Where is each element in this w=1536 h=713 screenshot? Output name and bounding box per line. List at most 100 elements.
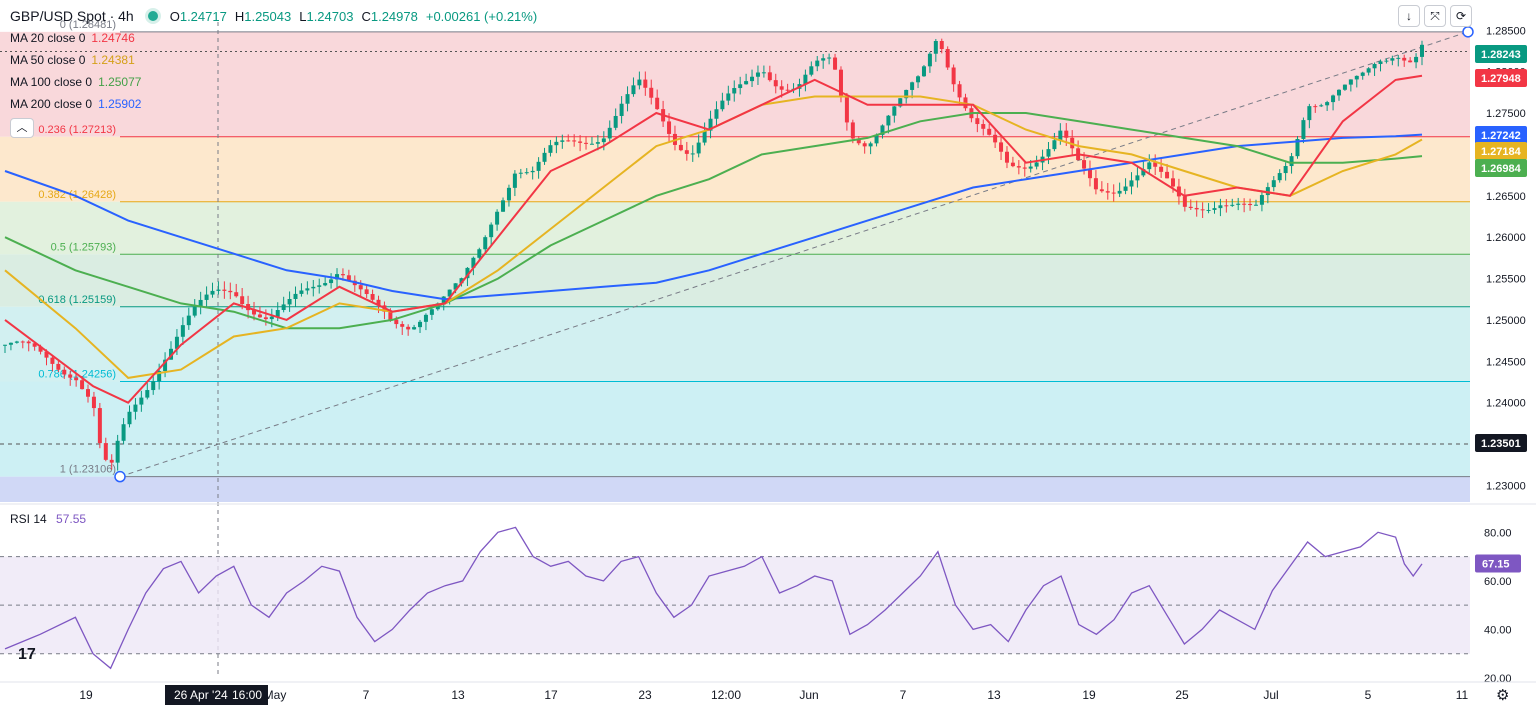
- candle-body: [744, 81, 749, 85]
- candle-body: [827, 57, 832, 59]
- candle-body: [1384, 60, 1389, 62]
- time-tick-label: 23: [638, 688, 652, 702]
- candle-body: [809, 66, 814, 75]
- candle-body: [1159, 166, 1164, 172]
- candle-body: [1360, 72, 1365, 76]
- candle-body: [80, 380, 85, 390]
- candle-body: [684, 150, 689, 154]
- fib-label-6: 1 (1.23106): [60, 464, 116, 476]
- time-tick-label: 19: [1082, 688, 1096, 702]
- candle-body: [311, 286, 316, 289]
- gear-icon[interactable]: ⚙: [1496, 687, 1510, 704]
- price-badge-label: 1.26984: [1481, 163, 1522, 175]
- candle-body: [1046, 149, 1051, 157]
- candle-body: [370, 294, 375, 300]
- candle-body: [376, 299, 381, 306]
- candle-body: [750, 76, 755, 82]
- candle-body: [1212, 208, 1217, 210]
- candle-body: [26, 341, 31, 344]
- candle-body: [625, 94, 630, 104]
- candle-body: [720, 100, 725, 110]
- candle-body: [1087, 168, 1092, 179]
- rsi-legend[interactable]: RSI 14 57.55: [10, 512, 86, 526]
- candle-body: [323, 283, 328, 286]
- ma50-label: MA 50 close 0: [10, 53, 86, 67]
- candle-body: [1390, 58, 1395, 61]
- candle-body: [97, 408, 102, 444]
- candle-body: [495, 211, 500, 225]
- price-badge: [1475, 142, 1527, 160]
- candle-body: [459, 278, 464, 284]
- candle-body: [1414, 56, 1419, 63]
- candle-body: [833, 57, 838, 70]
- ma20-legend[interactable]: MA 20 close 0 1.24746: [10, 31, 135, 45]
- candle-body: [169, 348, 174, 360]
- candle-body: [127, 411, 132, 425]
- rsi-tick-label: 60.00: [1484, 576, 1512, 588]
- candle-body: [856, 138, 861, 144]
- high-value: 1.25043: [244, 8, 292, 24]
- candle-body: [346, 275, 351, 281]
- collapse-legend-button[interactable]: ︿: [10, 118, 34, 138]
- ma200-legend[interactable]: MA 200 close 0 1.25902: [10, 97, 141, 111]
- candle-body: [358, 285, 363, 290]
- candle-body: [1408, 60, 1413, 63]
- price-tick-label: 1.28500: [1486, 25, 1526, 37]
- open-value: 1.24717: [179, 8, 227, 24]
- fullscreen-button[interactable]: ⤧: [1424, 5, 1446, 27]
- fib-label-3: 0.5 (1.25793): [51, 241, 116, 253]
- candle-body: [892, 106, 897, 116]
- candle-body: [779, 86, 784, 90]
- candle-body: [1099, 189, 1104, 192]
- candle-body: [1022, 167, 1027, 169]
- candle-body: [1230, 204, 1235, 206]
- candle-body: [1420, 44, 1424, 57]
- candle-body: [121, 424, 126, 441]
- candle-body: [1034, 162, 1039, 167]
- candle-body: [216, 289, 221, 291]
- candle-body: [1354, 75, 1359, 80]
- candle-body: [240, 296, 245, 305]
- fib-label-1: 0.236 (1.27213): [38, 124, 116, 136]
- candle-body: [56, 363, 61, 370]
- candle-body: [755, 72, 760, 77]
- candle-body: [821, 58, 826, 61]
- reset-button[interactable]: ⟳: [1450, 5, 1472, 27]
- candle-body: [560, 140, 565, 142]
- scroll-down-button[interactable]: ↓: [1398, 5, 1420, 27]
- candle-body: [595, 142, 600, 144]
- candle-body: [572, 140, 577, 142]
- candle-body: [916, 76, 921, 83]
- ma20-line: [4, 74, 1423, 404]
- candle-body: [957, 84, 962, 98]
- fib-label-4: 0.618 (1.25159): [38, 294, 116, 306]
- candle-body: [1129, 180, 1134, 187]
- candle-body: [702, 130, 707, 143]
- candle-body: [566, 140, 571, 142]
- price-tick-label: 1.25000: [1486, 315, 1526, 327]
- price-badge-label: 1.27948: [1481, 73, 1521, 85]
- candle-body: [14, 341, 19, 343]
- candle-body: [927, 53, 932, 67]
- candle-body: [578, 141, 583, 143]
- candle-body: [1283, 166, 1288, 174]
- candle-body: [1259, 195, 1264, 205]
- symbol-title[interactable]: GBP/USD Spot · 4h: [10, 8, 134, 24]
- candle-body: [939, 41, 944, 50]
- candle-body: [1093, 178, 1098, 190]
- fib-zone-extension: [0, 476, 1470, 502]
- candle-body: [1153, 162, 1158, 167]
- price-badge-label: 1.23501: [1481, 438, 1521, 450]
- candle-body: [400, 324, 405, 327]
- ma100-legend[interactable]: MA 100 close 0 1.25077: [10, 75, 141, 89]
- tradingview-logo-icon[interactable]: 17: [18, 646, 36, 663]
- candle-body: [1378, 61, 1383, 65]
- candle-body: [1325, 102, 1330, 106]
- ma50-legend[interactable]: MA 50 close 0 1.24381: [10, 53, 135, 67]
- candle-body: [1336, 89, 1341, 96]
- candle-body: [951, 67, 956, 85]
- candle-body: [850, 122, 855, 139]
- fib-trend-line: [119, 31, 1469, 478]
